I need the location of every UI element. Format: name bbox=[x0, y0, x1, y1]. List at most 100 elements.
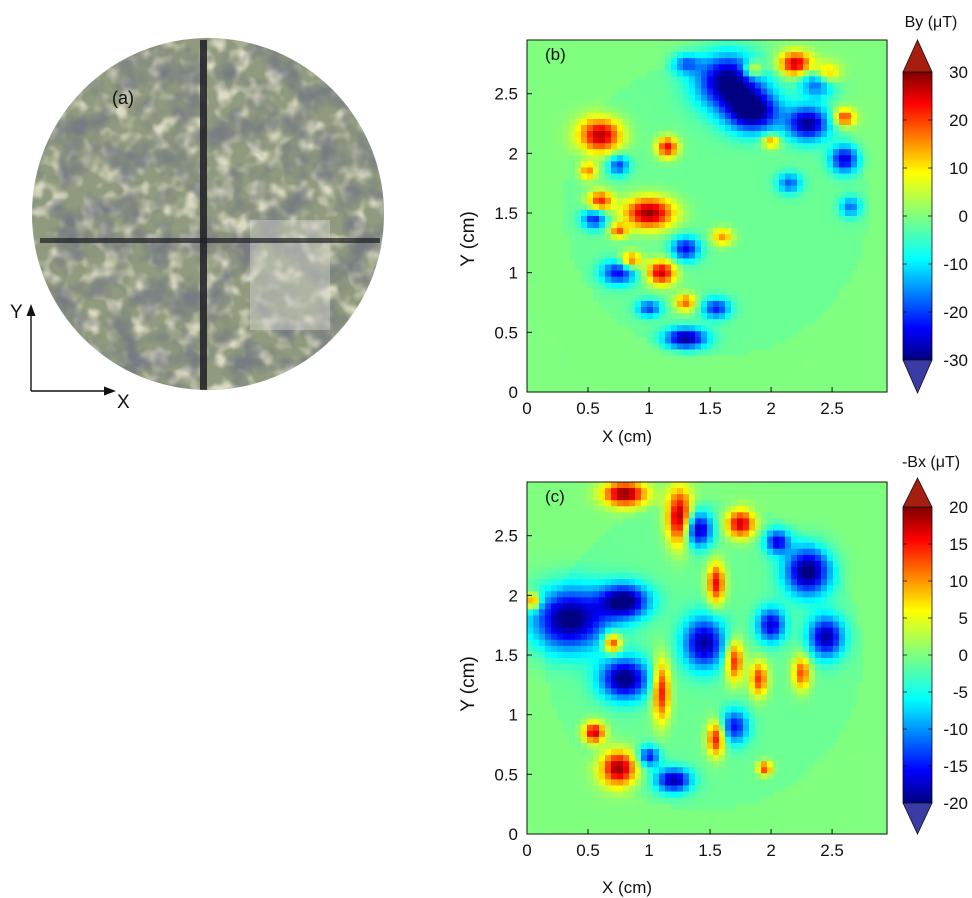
panel-c-heatmap-cell bbox=[551, 500, 558, 507]
panel-b-heatmap-cell bbox=[629, 264, 636, 272]
panel-b-heatmap-cell bbox=[611, 246, 618, 254]
panel-b-heatmap-cell bbox=[581, 313, 588, 320]
panel-b-heatmap-cell bbox=[533, 179, 540, 187]
panel-b-heatmap-cell bbox=[593, 270, 600, 278]
panel-b-heatmap-cell bbox=[593, 52, 600, 59]
panel-b-heatmap-cell bbox=[815, 325, 822, 332]
panel-b-heatmap-cell bbox=[875, 319, 882, 326]
panel-c-heatmap-cell bbox=[527, 512, 534, 520]
panel-b-heatmap-cell bbox=[701, 161, 708, 169]
panel-b-heatmap-cell bbox=[779, 222, 786, 229]
panel-b-heatmap-cell bbox=[665, 167, 672, 175]
panel-c-heatmap-cell bbox=[773, 621, 780, 629]
panel-b-heatmap-cell bbox=[863, 264, 870, 272]
panel-c-heatmap-cell bbox=[767, 500, 774, 507]
panel-c-heatmap-cell bbox=[719, 603, 726, 611]
panel-b-heatmap-cell bbox=[881, 161, 888, 169]
panel-b-heatmap-cell bbox=[617, 252, 624, 260]
panel-c-heatmap-cell bbox=[593, 615, 600, 623]
panel-b-heatmap-cell bbox=[623, 276, 630, 284]
panel-b-colorbar-tick-label: -30 bbox=[943, 351, 968, 370]
panel-b-heatmap-cell bbox=[653, 373, 660, 381]
panel-b-heatmap-cell bbox=[641, 124, 648, 132]
panel-c-heatmap-cell bbox=[761, 591, 768, 598]
panel-b-heatmap-cell bbox=[821, 276, 828, 284]
panel-b-heatmap-cell bbox=[731, 319, 738, 326]
panel-c-heatmap-cell bbox=[803, 536, 810, 544]
panel-c-heatmap-cell bbox=[761, 488, 768, 495]
panel-c-heatmap-cell bbox=[839, 554, 846, 562]
panel-c-heatmap-cell bbox=[833, 488, 840, 495]
panel-b-heatmap-cell bbox=[575, 355, 582, 363]
panel-b-heatmap-cell bbox=[863, 185, 870, 193]
panel-b-heatmap-cell bbox=[587, 373, 594, 381]
panel-b-heatmap-cell bbox=[677, 264, 684, 272]
panel-c-heatmap-cell bbox=[803, 494, 810, 501]
panel-b-heatmap-cell bbox=[557, 209, 564, 217]
panel-b-heatmap-cell bbox=[635, 58, 642, 65]
panel-b-heatmap-cell bbox=[575, 112, 582, 120]
panel-b-heatmap-cell bbox=[773, 343, 780, 351]
panel-b-heatmap-cell bbox=[863, 216, 870, 223]
panel-b-heatmap-cell bbox=[671, 40, 678, 47]
panel-b-heatmap-cell bbox=[773, 40, 780, 47]
panel-b-heatmap-cell bbox=[857, 70, 864, 78]
panel-c-heatmap-cell bbox=[563, 488, 570, 495]
panel-c-heatmap-cell bbox=[659, 512, 666, 520]
panel-b-heatmap-cell bbox=[761, 258, 768, 266]
panel-b-heatmap-cell bbox=[797, 276, 804, 284]
panel-b-heatmap-cell bbox=[623, 179, 630, 187]
panel-b-heatmap-cell bbox=[707, 88, 714, 96]
panel-b-heatmap-cell bbox=[875, 300, 882, 308]
panel-b-heatmap-cell bbox=[605, 209, 612, 217]
panel-b-heatmap-cell bbox=[749, 191, 756, 199]
panel-b-heatmap-cell bbox=[755, 155, 762, 162]
panel-b-heatmap-cell bbox=[533, 264, 540, 272]
panel-c-heatmap-cell bbox=[881, 512, 888, 520]
panel-b-heatmap-cell bbox=[719, 106, 726, 114]
panel-b-heatmap-cell bbox=[671, 46, 678, 53]
panel-c-heatmap-cell bbox=[671, 603, 678, 611]
panel-b-heatmap-cell bbox=[767, 149, 774, 156]
panel-b-heatmap-cell bbox=[797, 161, 804, 169]
panel-b-heatmap-cell bbox=[821, 288, 828, 296]
panel-b-heatmap-cell bbox=[767, 137, 774, 144]
panel-c-heatmap-cell bbox=[857, 597, 864, 604]
panel-c-heatmap-cell bbox=[641, 554, 648, 562]
panel-b-heatmap-cell bbox=[839, 149, 846, 156]
panel-b-heatmap-cell bbox=[809, 106, 816, 114]
panel-c-heatmap-cell bbox=[875, 548, 882, 556]
panel-b-heatmap-cell bbox=[845, 124, 852, 132]
panel-b-heatmap-cell bbox=[551, 100, 558, 108]
panel-c-heatmap-cell bbox=[671, 494, 678, 501]
panel-b-heatmap-cell bbox=[605, 76, 612, 84]
panel-b-heatmap-cell bbox=[611, 131, 618, 138]
panel-c-heatmap-cell bbox=[587, 573, 594, 580]
panel-c-heatmap-cell bbox=[701, 506, 708, 513]
panel-b-heatmap-cell bbox=[659, 58, 666, 65]
panel-c-heatmap-cell bbox=[863, 536, 870, 544]
panel-c-heatmap-cell bbox=[575, 524, 582, 532]
panel-b-heatmap-cell bbox=[857, 88, 864, 96]
panel-b-heatmap-cell bbox=[557, 252, 564, 260]
panel-c-heatmap-cell bbox=[635, 500, 642, 507]
panel-c-heatmap-cell bbox=[881, 615, 888, 623]
panel-b-heatmap-cell bbox=[779, 46, 786, 53]
panel-c-heatmap-cell bbox=[827, 506, 834, 513]
panel-c-heatmap-cell bbox=[695, 591, 702, 598]
panel-b-heatmap-cell bbox=[683, 246, 690, 254]
panel-c-heatmap-cell bbox=[737, 573, 744, 580]
panel-b-heatmap-cell bbox=[863, 46, 870, 53]
panel-b-heatmap-cell bbox=[719, 216, 726, 223]
panel-b-heatmap-cell bbox=[821, 228, 828, 235]
panel-b-heatmap-cell bbox=[857, 209, 864, 217]
panel-b-heatmap-cell bbox=[581, 337, 588, 345]
panel-b-heatmap-cell bbox=[875, 209, 882, 217]
panel-b-heatmap-cell bbox=[761, 307, 768, 314]
panel-c-heatmap-cell bbox=[665, 597, 672, 604]
panel-b-heatmap-cell bbox=[779, 173, 786, 181]
panel-c-heatmap-cell bbox=[851, 536, 858, 544]
panel-c-heatmap-cell bbox=[557, 494, 564, 501]
panel-b-heatmap-cell bbox=[797, 82, 804, 90]
panel-c-heatmap-cell bbox=[797, 603, 804, 611]
